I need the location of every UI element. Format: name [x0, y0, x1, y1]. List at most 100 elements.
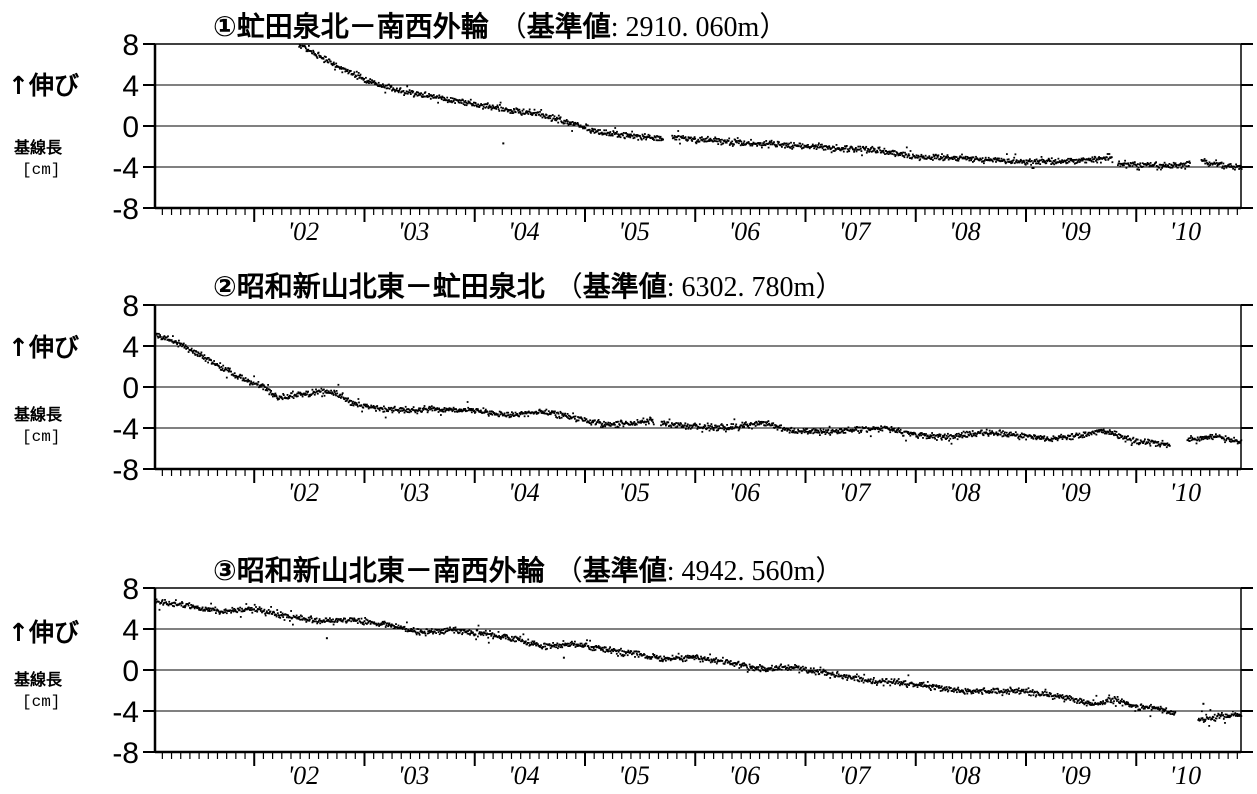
- panel-3-data-point: [198, 608, 200, 611]
- panel-3-data-point: [433, 630, 436, 633]
- panel-2-data-point: [812, 427, 815, 430]
- panel-1-data-point: [675, 138, 678, 141]
- panel-1-data-point: [712, 140, 715, 143]
- panel-2-data-point: [428, 405, 431, 408]
- panel-2-data-point: [430, 407, 433, 410]
- panel-1-x-tick-label: '02: [288, 217, 320, 246]
- panel-3-data-point: [373, 621, 376, 624]
- panel-1-data-point: [812, 145, 815, 147]
- panel-1-data-point: [611, 134, 614, 137]
- panel-3-data-point: [679, 658, 682, 661]
- panel-1-data-point: [555, 119, 558, 122]
- panel-2-data-point: [600, 426, 602, 428]
- panel-2-data-point: [1143, 440, 1146, 442]
- panel-1-data-point: [1097, 158, 1099, 161]
- panel-1-data-point: [1043, 159, 1045, 162]
- panel-3-data-point: [740, 664, 743, 667]
- panel-2-data-point: [286, 397, 288, 399]
- panel-2-data-point: [1020, 436, 1023, 438]
- panel-3-data-point: [522, 633, 525, 636]
- panel-1-data-point: [768, 142, 771, 144]
- panel-1-data-point: [1019, 158, 1022, 161]
- panel-2-data-point: [1214, 435, 1217, 438]
- panel-1-data-point: [1013, 156, 1016, 159]
- panel-2-data-point: [990, 432, 992, 435]
- panel-3-data-point: [540, 644, 542, 647]
- panel-2-data-point: [742, 425, 744, 428]
- panel-2-data-point: [652, 423, 655, 426]
- panel-3-data-point: [570, 643, 573, 646]
- panel-2-data-point: [917, 433, 920, 436]
- panel-1-data-point: [305, 50, 308, 53]
- panel-1-data-point: [471, 104, 473, 107]
- panel-1-data-point: [866, 150, 869, 152]
- panel-2-data-point: [554, 414, 557, 416]
- panel-2-data-point: [898, 430, 901, 432]
- panel-1-data-point: [362, 79, 365, 81]
- panel-2-data-point: [1104, 430, 1107, 433]
- panel-2-data-point: [218, 365, 220, 368]
- panel-3-data-point: [369, 623, 372, 625]
- panel-3-data-point: [172, 601, 175, 604]
- panel-1-data-point: [699, 137, 702, 139]
- panel-3-data-point: [197, 607, 200, 609]
- panel-2-data-point: [805, 428, 807, 431]
- panel-3-data-point: [594, 645, 596, 648]
- panel-2-data-point: [788, 431, 791, 434]
- panel-2-data-point: [295, 395, 298, 398]
- panel-1-data-point: [1171, 166, 1174, 169]
- panel-3-data-point: [733, 665, 736, 667]
- panel-2-data-point: [313, 391, 316, 393]
- panel-3-data-point: [584, 644, 587, 647]
- panel-2-data-point: [575, 420, 577, 423]
- panel-3-data-point: [572, 642, 574, 645]
- panel-2-data-point: [403, 411, 406, 414]
- panel-3-data-point: [304, 618, 306, 621]
- panel-2-data-point: [306, 393, 308, 396]
- panel-3-data-point: [475, 638, 477, 641]
- panel-1-data-point: [920, 153, 923, 156]
- panel-2-data-point: [1051, 438, 1054, 440]
- panel-2-data-point: [693, 424, 696, 426]
- panel-2-data-point: [940, 438, 943, 441]
- panel-2-data-point: [924, 434, 927, 437]
- panel-1-data-point: [1161, 165, 1164, 168]
- panel-2-data-point: [470, 411, 473, 414]
- panel-2-data-point: [974, 432, 976, 435]
- panel-1-data-point: [915, 154, 918, 157]
- panel-2-data-point: [930, 434, 933, 437]
- panel-2-data-point: [950, 434, 952, 436]
- panel-2-data-point: [823, 431, 826, 433]
- panel-3-data-point: [432, 631, 435, 634]
- panel-2-data-point: [997, 433, 1000, 436]
- panel-3-data-point: [356, 619, 359, 622]
- panel-1-data-point: [1099, 157, 1102, 159]
- panel-2-data-point: [1075, 432, 1078, 435]
- panel-2-data-point: [682, 426, 685, 428]
- panel-1-data-point: [1164, 163, 1167, 166]
- panel-2-data-point: [555, 416, 557, 418]
- panel-2-data-point: [968, 434, 970, 437]
- panel-2-data-point: [865, 426, 867, 428]
- panel-1-data-point: [976, 157, 979, 160]
- panel-3-data-point: [458, 628, 460, 631]
- panel-2-data-point: [819, 428, 822, 431]
- panel-1-data-point: [1204, 162, 1207, 165]
- panel-2-data-point: [802, 427, 805, 430]
- panel-1-data-point: [373, 80, 376, 82]
- panel-2-data-point: [1023, 433, 1026, 436]
- panel-2-data-point: [1196, 439, 1198, 442]
- panel-3-data-point: [653, 654, 656, 656]
- panel-3-data-point: [872, 678, 875, 681]
- panel-3-data-point: [173, 605, 175, 608]
- panel-2-data-point: [192, 351, 194, 354]
- panel-1-data-point: [622, 132, 625, 134]
- panel-1-data-point: [417, 91, 419, 94]
- panel-2-data-point: [472, 408, 474, 410]
- panel-3-data-point: [255, 606, 257, 608]
- panel-2-data-point: [1017, 435, 1020, 438]
- panel-2-data-point: [576, 419, 579, 422]
- panel-2-data-point: [594, 419, 596, 422]
- panel-3-data-point: [893, 679, 895, 682]
- panel-1-data-point: [1127, 163, 1130, 166]
